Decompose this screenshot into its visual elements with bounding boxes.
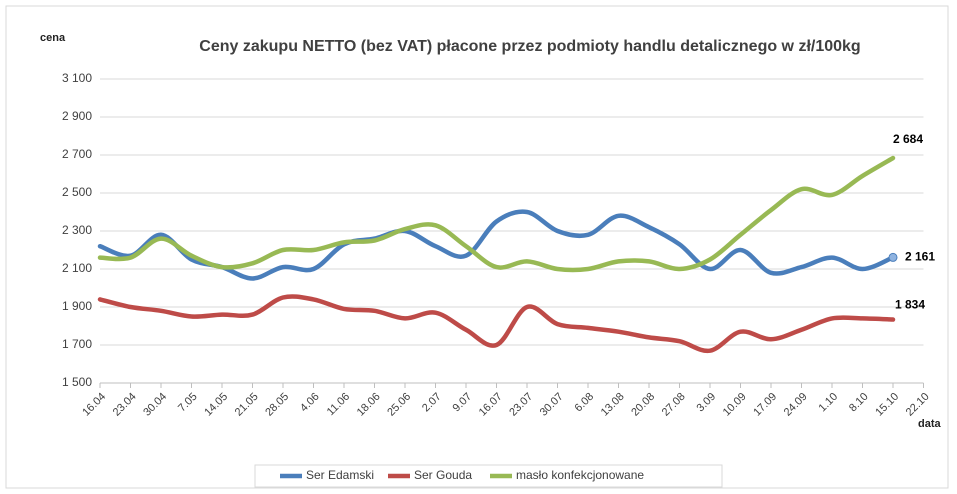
series-line (97, 209, 896, 281)
data-label: 1 834 (895, 298, 925, 312)
y-tick-label: 3 100 (62, 71, 92, 85)
series-line (97, 155, 896, 273)
y-tick-label: 1 900 (62, 299, 92, 313)
x-axis-label: data (918, 418, 942, 430)
y-tick-label: 2 900 (62, 109, 92, 123)
legend-label: Ser Edamski (306, 468, 374, 482)
legend-label: Ser Gouda (414, 468, 472, 482)
legend-box (254, 464, 723, 488)
y-tick-label: 1 500 (62, 375, 92, 389)
chart-title: Ceny zakupu NETTO (bez VAT) płacone prze… (199, 38, 860, 55)
point-marker (888, 252, 898, 262)
y-axis-label: cena (40, 32, 66, 44)
y-tick-label: 2 700 (62, 147, 92, 161)
y-tick-label: 2 100 (62, 261, 92, 275)
y-tick-label: 2 300 (62, 223, 92, 237)
data-label: 2 161 (905, 250, 935, 264)
series-line (97, 294, 896, 354)
y-tick-label: 2 500 (62, 185, 92, 199)
y-tick-label: 1 700 (62, 337, 92, 351)
data-label: 2 684 (893, 132, 923, 146)
legend-label: masło konfekcjonowane (516, 468, 644, 482)
